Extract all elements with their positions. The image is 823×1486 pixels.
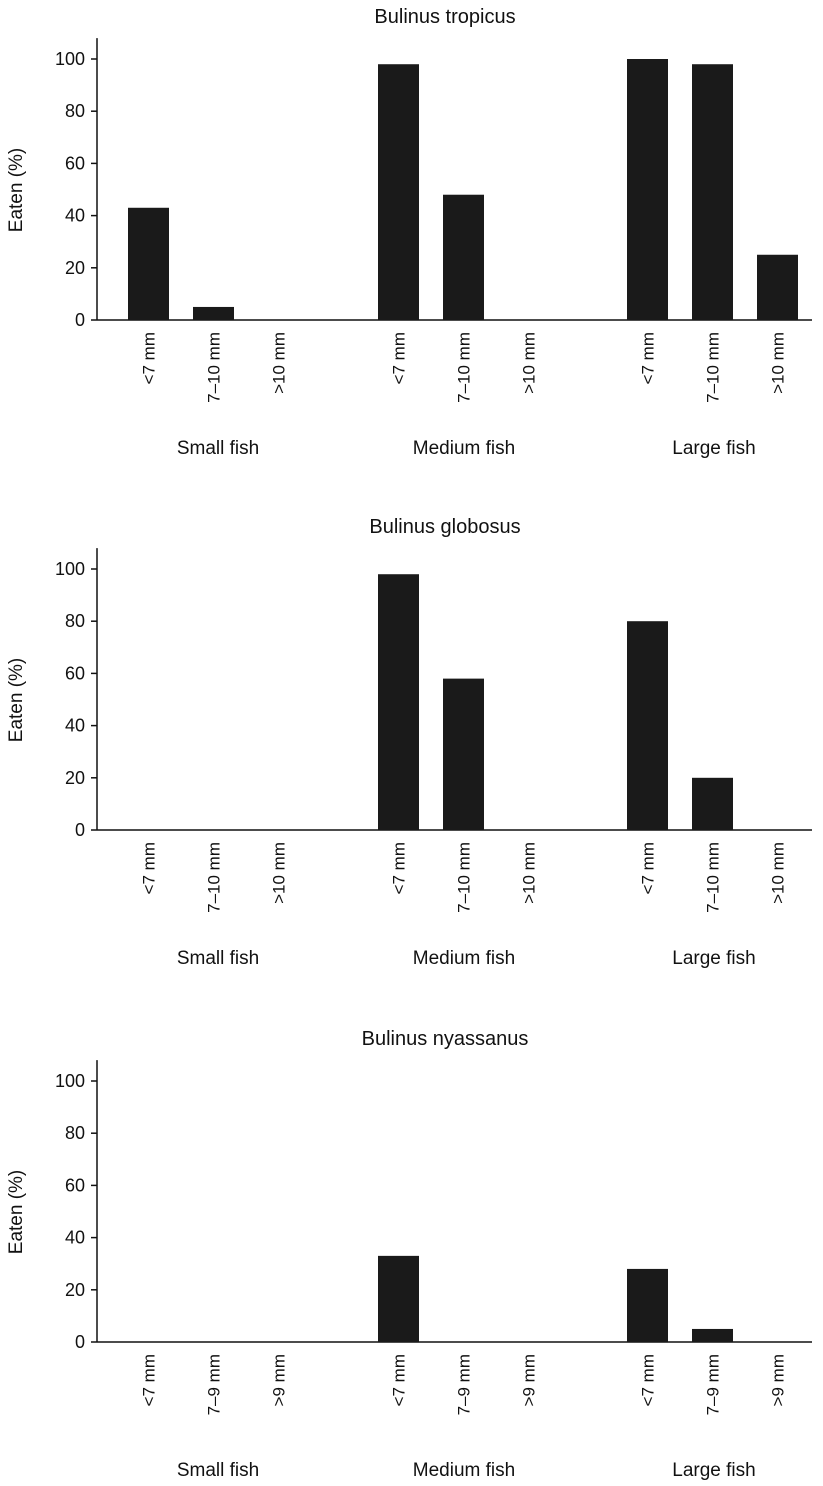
x-tick-label: <7 mm [140, 332, 159, 384]
y-tick-label: 40 [65, 206, 85, 226]
x-tick-label: >10 mm [270, 842, 289, 904]
y-tick-label: 60 [65, 1175, 85, 1195]
y-tick-label: 60 [65, 663, 85, 683]
x-tick-label: <7 mm [639, 1354, 658, 1406]
x-tick-label: 7–10 mm [455, 332, 474, 403]
x-tick-label: <7 mm [639, 332, 658, 384]
group-label: Small fish [177, 438, 259, 459]
chart-title: Bulinus globosus [369, 516, 520, 538]
group-label: Large fish [672, 438, 755, 459]
y-tick-label: 20 [65, 258, 85, 278]
y-tick-label: 60 [65, 153, 85, 173]
x-tick-label: <7 mm [390, 842, 409, 894]
y-tick-label: 0 [75, 820, 85, 840]
bar [627, 1268, 668, 1342]
x-tick-label: 7–9 mm [704, 1354, 723, 1415]
bar [757, 254, 798, 320]
group-label: Large fish [672, 1460, 755, 1481]
bar [443, 678, 484, 830]
x-tick-label: <7 mm [390, 1354, 409, 1406]
bar [128, 207, 169, 320]
x-tick-label: 7–10 mm [205, 842, 224, 913]
y-tick-label: 80 [65, 101, 85, 121]
group-label: Medium fish [413, 438, 515, 459]
x-tick-label: 7–9 mm [455, 1354, 474, 1415]
bar [378, 64, 419, 320]
chart-title: Bulinus tropicus [374, 6, 515, 28]
bar [692, 1328, 733, 1342]
group-label: Medium fish [413, 948, 515, 969]
x-tick-label: 7–10 mm [455, 842, 474, 913]
bar [627, 59, 668, 320]
bar [627, 621, 668, 830]
x-tick-label: >9 mm [520, 1354, 539, 1406]
y-tick-label: 100 [55, 1071, 85, 1091]
chart-title: Bulinus nyassanus [362, 1028, 529, 1050]
x-tick-label: >10 mm [769, 332, 788, 394]
bar [193, 306, 234, 320]
y-tick-label: 0 [75, 310, 85, 330]
x-tick-label: >10 mm [520, 332, 539, 394]
x-tick-label: <7 mm [639, 842, 658, 894]
y-axis-label: Eaten (%) [6, 1170, 27, 1254]
x-tick-label: >10 mm [270, 332, 289, 394]
x-tick-label: >9 mm [769, 1354, 788, 1406]
y-tick-label: 40 [65, 716, 85, 736]
y-tick-label: 100 [55, 559, 85, 579]
y-tick-label: 0 [75, 1332, 85, 1352]
x-tick-label: 7–10 mm [704, 842, 723, 913]
x-tick-label: 7–10 mm [704, 332, 723, 403]
x-tick-label: >10 mm [769, 842, 788, 904]
y-tick-label: 40 [65, 1228, 85, 1248]
group-label: Medium fish [413, 1460, 515, 1481]
x-tick-label: >9 mm [270, 1354, 289, 1406]
y-axis-label: Eaten (%) [6, 148, 27, 232]
y-tick-label: 100 [55, 49, 85, 69]
bar [692, 64, 733, 320]
group-label: Small fish [177, 948, 259, 969]
bar [378, 574, 419, 830]
x-tick-label: <7 mm [140, 842, 159, 894]
x-tick-label: <7 mm [390, 332, 409, 384]
x-tick-label: 7–9 mm [205, 1354, 224, 1415]
y-axis-label: Eaten (%) [6, 658, 27, 742]
group-label: Small fish [177, 1460, 259, 1481]
y-tick-label: 20 [65, 768, 85, 788]
y-tick-label: 80 [65, 1123, 85, 1143]
y-tick-label: 20 [65, 1280, 85, 1300]
group-label: Large fish [672, 948, 755, 969]
y-tick-label: 80 [65, 611, 85, 631]
bar [378, 1255, 419, 1342]
bar [692, 777, 733, 830]
bar [443, 194, 484, 320]
x-tick-label: >10 mm [520, 842, 539, 904]
x-tick-label: 7–10 mm [205, 332, 224, 403]
x-tick-label: <7 mm [140, 1354, 159, 1406]
